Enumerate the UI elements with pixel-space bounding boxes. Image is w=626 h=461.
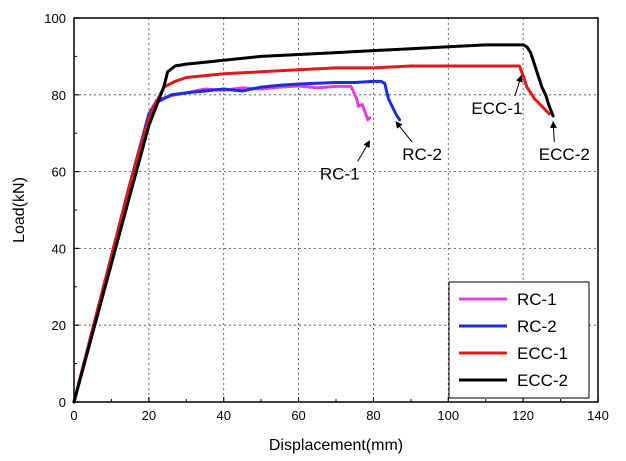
- x-tick-label: 0: [70, 408, 77, 423]
- x-tick-label: 120: [512, 408, 534, 423]
- axis-ticks: 0 20 40 60 80 100 120 140 0 20 40 60 80 100: [44, 11, 609, 423]
- series-line-rc-2: [72, 79, 402, 404]
- y-tick-label: 40: [52, 241, 66, 256]
- legend: RC-1 RC-2 ECC-1 ECC-2: [448, 281, 590, 399]
- legend-label: ECC-2: [517, 371, 568, 390]
- y-tick-label: 60: [52, 165, 66, 180]
- x-axis-label: Displacement(mm): [269, 437, 403, 454]
- x-tick-label: 40: [216, 408, 230, 423]
- x-tick-label: 80: [366, 408, 380, 423]
- y-tick-label: 20: [52, 318, 66, 333]
- x-tick-label: 20: [142, 408, 156, 423]
- y-tick-label: 80: [52, 88, 66, 103]
- legend-label: RC-1: [517, 290, 557, 309]
- annotation-arrow: [549, 120, 557, 143]
- annotation-label: ECC-1: [471, 99, 522, 118]
- annotation-label: RC-2: [402, 145, 442, 164]
- annotation-arrow: [395, 121, 413, 143]
- annotation-arrow: [357, 140, 371, 162]
- annotation-label: ECC-2: [539, 145, 590, 164]
- y-tick-label: 0: [59, 395, 66, 410]
- legend-label: ECC-1: [517, 344, 568, 363]
- legend-label: RC-2: [517, 317, 557, 336]
- series-group: [72, 43, 555, 404]
- series-line-ecc-2: [72, 43, 555, 404]
- annotations: RC-1 RC-2 ECC-1 ECC-2: [320, 74, 590, 183]
- y-axis-label: Load(kN): [11, 177, 28, 243]
- x-tick-label: 100: [437, 408, 459, 423]
- annotation-arrow: [514, 74, 523, 97]
- annotation-label: RC-1: [320, 164, 360, 183]
- x-tick-label: 60: [291, 408, 305, 423]
- y-tick-label: 100: [44, 11, 66, 26]
- series-line-rc-1: [72, 84, 372, 404]
- x-tick-label: 140: [587, 408, 609, 423]
- series-line-ecc-1: [72, 64, 551, 404]
